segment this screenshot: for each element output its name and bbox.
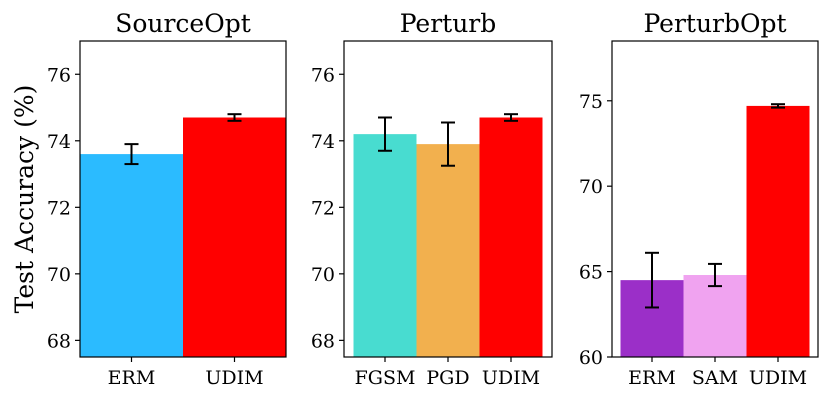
x-tick-label: ERM <box>628 367 676 389</box>
y-tick-label: 72 <box>47 197 71 219</box>
error-bar-udim <box>771 103 785 109</box>
error-bar-erm <box>645 251 659 309</box>
bar-pgd <box>416 144 480 357</box>
y-tick-label: 70 <box>579 176 603 198</box>
error-bar-sam <box>708 262 722 288</box>
x-tick-label: FGSM <box>355 367 416 389</box>
panel-perturbopt: ERM SAM UDIM 60 65 70 75 PerturbOpt <box>579 9 819 389</box>
y-tick-label: 75 <box>579 91 603 113</box>
y-tick-label: 68 <box>311 330 335 352</box>
bar-udim <box>183 117 286 357</box>
axes-frame <box>79 40 287 358</box>
y-tick-label: 60 <box>579 347 603 369</box>
x-tick-label: UDIM <box>482 367 540 389</box>
bar-sam <box>683 275 747 357</box>
bar-erm <box>80 154 183 357</box>
x-tick-label: ERM <box>108 367 156 389</box>
x-tick-label: PGD <box>426 367 469 389</box>
panel-sourceopt: ERM UDIM 68 70 72 74 76 SourceOpt <box>47 9 287 389</box>
axes-frame <box>343 40 553 358</box>
error-bar-udim <box>227 113 242 122</box>
panel-title: PerturbOpt <box>643 9 786 38</box>
y-tick-label: 74 <box>47 131 71 153</box>
y-tick-label: 68 <box>47 330 71 352</box>
x-tick-label: UDIM <box>205 367 263 389</box>
bar-udim <box>479 117 543 357</box>
error-bar-pgd <box>441 121 455 167</box>
bar-fgsm <box>353 134 417 357</box>
panel-title: SourceOpt <box>115 9 251 38</box>
error-bar-fgsm <box>378 116 392 152</box>
error-bar-udim <box>504 113 518 122</box>
y-tick-label: 70 <box>311 264 335 286</box>
panel-perturb: FGSM PGD UDIM 68 70 72 74 76 Perturb <box>311 9 553 389</box>
y-tick-label: 76 <box>47 64 71 86</box>
y-tick-label: 72 <box>311 197 335 219</box>
y-tick-label: 74 <box>311 131 335 153</box>
bar-udim <box>746 105 810 357</box>
y-tick-label: 65 <box>579 262 603 284</box>
panel-title: Perturb <box>400 9 497 38</box>
error-bar-erm <box>124 143 139 166</box>
y-tick-label: 76 <box>311 64 335 86</box>
x-tick-label: UDIM <box>749 367 807 389</box>
y-axis-label: Test Accuracy (%) <box>10 85 39 314</box>
axes-frame <box>611 40 819 358</box>
y-tick-label: 70 <box>47 264 71 286</box>
x-tick-label: SAM <box>692 367 738 389</box>
